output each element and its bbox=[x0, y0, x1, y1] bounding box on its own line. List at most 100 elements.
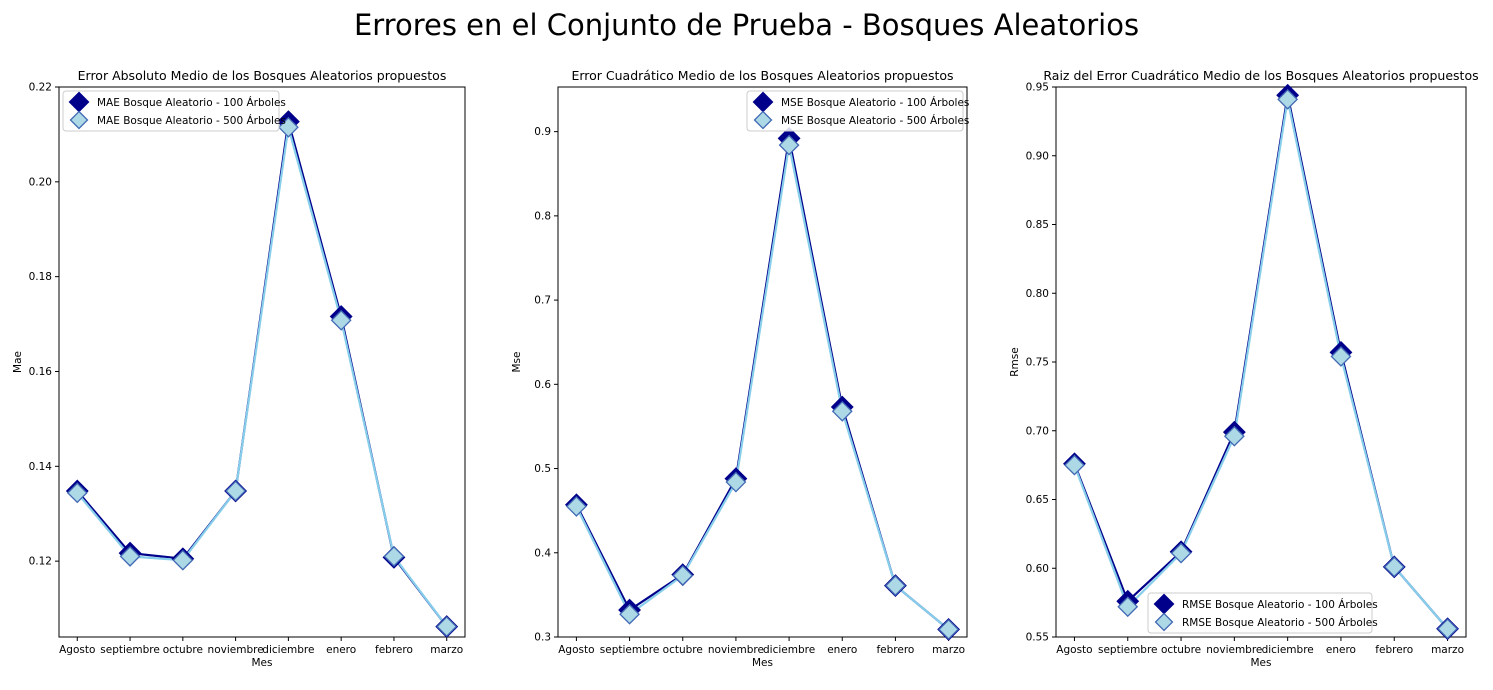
rmse-legend-box bbox=[1147, 592, 1373, 634]
mae-x-tick-label: diciembre bbox=[262, 644, 314, 656]
mae-y-tick-label: 0.18 bbox=[29, 271, 52, 283]
mse-y-tick-label: 0.6 bbox=[534, 379, 551, 391]
mae-x-axis-label: Mes bbox=[252, 657, 273, 669]
rmse-y-tick-label: 0.80 bbox=[1026, 288, 1049, 300]
rmse-series-1-line bbox=[1073, 99, 1449, 630]
mae-legend-label-0: MAE Bosque Aleatorio - 100 Árboles bbox=[97, 96, 286, 109]
rmse-y-tick-label: 0.95 bbox=[1026, 82, 1049, 94]
mae-x-tick-label: septiembre bbox=[100, 644, 160, 656]
rmse-x-tick-label: marzo bbox=[1431, 644, 1464, 656]
rmse-series-1-point bbox=[1223, 425, 1245, 447]
mse-x-tick-label: febrero bbox=[876, 644, 914, 656]
mse-x-tick-label: enero bbox=[827, 644, 857, 656]
mae-series-1-point bbox=[436, 616, 458, 637]
mse-y-tick-label: 0.4 bbox=[534, 547, 551, 559]
mae-chart-title: Error Absoluto Medio de los Bosques Alea… bbox=[78, 68, 447, 83]
mse-chart: Error Cuadrático Medio de los Bosques Al… bbox=[511, 68, 969, 669]
rmse-legend: RMSE Bosque Aleatorio - 100 Árboles RMSE … bbox=[1147, 592, 1378, 634]
mse-series-1-point bbox=[672, 565, 694, 586]
mse-y-tick-label: 0.9 bbox=[534, 126, 551, 138]
rmse-x-axis-label: Mes bbox=[1251, 657, 1272, 669]
rmse-y-tick-label: 0.65 bbox=[1026, 494, 1049, 506]
rmse-y-tick-label: 0.55 bbox=[1026, 632, 1049, 644]
mse-series-1-point bbox=[565, 496, 587, 517]
rmse-y-tick-label: 0.85 bbox=[1026, 219, 1049, 231]
mae-chart: Error Absoluto Medio de los Bosques Alea… bbox=[12, 68, 466, 669]
mae-x-tick-label: Agosto bbox=[59, 644, 95, 656]
mae-y-axis-label: Mae bbox=[12, 351, 24, 373]
mae-series-1-point bbox=[66, 482, 88, 504]
rmse-y-tick-label: 0.75 bbox=[1026, 357, 1049, 369]
mae-x-tick-label: octubre bbox=[163, 644, 203, 656]
mse-x-tick-label: diciembre bbox=[763, 644, 815, 656]
mae-y-tick-label: 0.12 bbox=[29, 556, 52, 568]
mse-x-tick-label: octubre bbox=[663, 644, 703, 656]
mae-legend-box bbox=[62, 90, 280, 132]
mse-series-1-point bbox=[831, 400, 853, 422]
mse-y-axis-label: Mse bbox=[511, 352, 523, 373]
mse-series-1-point bbox=[619, 603, 640, 625]
rmse-x-tick-label: noviembre bbox=[1206, 644, 1262, 656]
rmse-y-tick-label: 0.60 bbox=[1026, 563, 1049, 575]
mse-legend: MSE Bosque Aleatorio - 100 Árboles MSE Bo… bbox=[746, 90, 969, 132]
mae-legend: MAE Bosque Aleatorio - 100 Árboles MAE Bo… bbox=[62, 90, 286, 132]
rmse-series-1-point bbox=[1117, 596, 1139, 618]
rmse-x-tick-label: Agosto bbox=[1056, 644, 1092, 656]
mae-y-tick-label: 0.20 bbox=[29, 176, 52, 188]
rmse-chart-title: Raiz del Error Cuadrático Medio de los B… bbox=[1043, 68, 1478, 83]
mae-y-tick-label: 0.16 bbox=[29, 366, 53, 378]
mae-legend-label-1: MAE Bosque Aleatorio - 500 Árboles bbox=[97, 114, 286, 127]
rmse-series-1-point bbox=[1383, 556, 1405, 578]
mse-legend-label-1: MSE Bosque Aleatorio - 500 Árboles bbox=[781, 114, 969, 127]
mse-series-1-point bbox=[725, 471, 747, 493]
rmse-plot-area bbox=[1055, 86, 1467, 638]
rmse-y-tick-label: 0.70 bbox=[1026, 425, 1049, 437]
rmse-legend-marker-1 bbox=[1154, 612, 1174, 632]
mse-y-tick-label: 0.5 bbox=[534, 463, 551, 475]
mae-series-1-point bbox=[225, 480, 247, 502]
mae-series-1-point bbox=[383, 545, 405, 567]
rmse-x-tick-label: septiembre bbox=[1098, 644, 1158, 656]
mae-y-tick-label: 0.22 bbox=[29, 82, 52, 94]
rmse-legend-label-1: RMSE Bosque Aleatorio - 500 Árboles bbox=[1182, 616, 1378, 629]
mse-series-1-point bbox=[778, 134, 800, 156]
mae-series-1-point bbox=[330, 309, 352, 331]
mae-legend-marker-1 bbox=[69, 110, 89, 130]
mse-y-tick-label: 0.3 bbox=[534, 632, 551, 644]
rmse-x-tick-label: enero bbox=[1326, 644, 1356, 656]
mse-legend-label-0: MSE Bosque Aleatorio - 100 Árboles bbox=[781, 96, 969, 109]
rmse-series-1-point bbox=[1437, 618, 1458, 640]
rmse-legend-label-0: RMSE Bosque Aleatorio - 100 Árboles bbox=[1182, 598, 1378, 611]
mae-series-1-point bbox=[119, 545, 141, 567]
mse-x-tick-label: noviembre bbox=[708, 644, 764, 656]
mse-series-1-point bbox=[885, 575, 906, 597]
rmse-y-axis-label: Rmse bbox=[1009, 347, 1021, 376]
rmse-series-1-point bbox=[1064, 454, 1085, 476]
mse-x-axis-label: Mes bbox=[752, 657, 773, 669]
mae-x-tick-label: marzo bbox=[430, 644, 463, 656]
mse-x-tick-label: Agosto bbox=[558, 644, 594, 656]
rmse-y-tick-label: 0.90 bbox=[1026, 150, 1049, 162]
rmse-x-tick-label: octubre bbox=[1161, 644, 1201, 656]
mae-series-1-point bbox=[277, 116, 299, 138]
mse-x-tick-label: septiembre bbox=[600, 644, 660, 656]
mae-x-tick-label: noviembre bbox=[208, 644, 264, 656]
mae-x-tick-label: enero bbox=[326, 644, 356, 656]
mse-y-tick-label: 0.7 bbox=[534, 295, 551, 307]
mse-y-tick-label: 0.8 bbox=[534, 210, 551, 222]
mae-series-1-point bbox=[172, 549, 194, 571]
mse-x-tick-label: marzo bbox=[932, 644, 965, 656]
rmse-chart: Raiz del Error Cuadrático Medio de los B… bbox=[1009, 68, 1479, 669]
figure-title: Errores en el Conjunto de Prueba - Bosqu… bbox=[353, 8, 1140, 42]
mse-series-1-point bbox=[938, 619, 960, 640]
mse-plot-area bbox=[557, 86, 968, 638]
mae-plot-area bbox=[58, 86, 466, 638]
rmse-series-1-point bbox=[1170, 542, 1192, 564]
mae-x-tick-label: febrero bbox=[375, 644, 413, 656]
mse-chart-title: Error Cuadrático Medio de los Bosques Al… bbox=[571, 68, 953, 83]
mse-legend-marker-1 bbox=[753, 110, 773, 130]
mse-legend-box bbox=[746, 90, 964, 132]
rmse-series-1-point bbox=[1277, 88, 1299, 110]
rmse-series-1-point bbox=[1330, 346, 1352, 367]
